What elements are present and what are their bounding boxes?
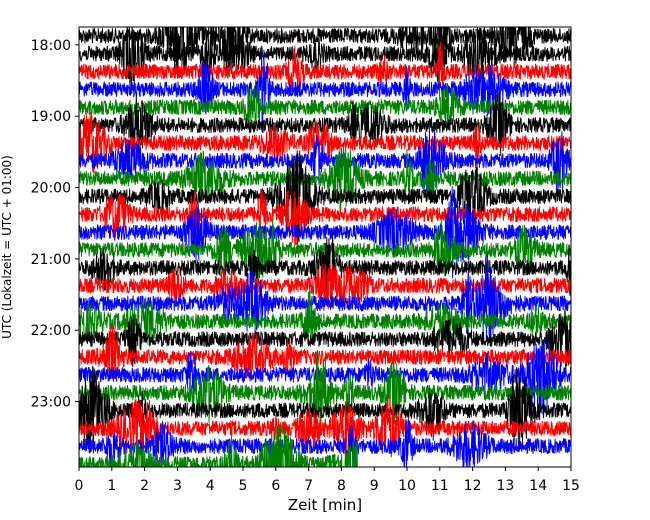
trace-2030: [79, 186, 571, 279]
y-tick-label: 23:00: [31, 395, 71, 411]
x-tick-label: 1: [107, 478, 116, 494]
x-tick-label: 0: [75, 478, 84, 494]
y-tick-label: 22:00: [31, 323, 71, 339]
trace-2330: [79, 418, 571, 467]
x-tick-label: 7: [304, 478, 313, 494]
x-tick-label: 14: [529, 478, 547, 494]
trace-group: [79, 27, 571, 467]
trace-2015: [79, 190, 571, 246]
x-tick-label: 13: [496, 478, 514, 494]
y-tick-label: 21:00: [31, 252, 71, 268]
y-tick-label: 19:00: [31, 109, 71, 125]
x-axis-label: Zeit [min]: [288, 496, 362, 514]
trace-1915: [79, 111, 571, 174]
x-tick-label: 11: [431, 478, 449, 494]
trace-2045: [79, 218, 571, 279]
plot-frame: [78, 26, 572, 468]
trace-1845: [79, 82, 571, 132]
y-tick-label: 20:00: [31, 181, 71, 197]
x-tick-label: 3: [173, 478, 182, 494]
x-tick-label: 9: [370, 478, 379, 494]
x-tick-label: 8: [337, 478, 346, 494]
trace-2215: [79, 325, 571, 380]
x-tick-label: 6: [271, 478, 280, 494]
trace-2300: [79, 365, 571, 454]
trace-1745: [79, 27, 571, 79]
x-tick-label: 12: [464, 478, 482, 494]
trace-2145: [79, 289, 571, 346]
trace-2200: [79, 308, 571, 372]
x-tick-label: 10: [398, 478, 416, 494]
x-tick-label: 5: [239, 478, 248, 494]
trace-2315: [79, 395, 571, 461]
trace-2130: [79, 254, 571, 342]
trace-1830: [79, 47, 571, 133]
y-axis-ticks: 18:00 19:00 20:00 21:00 22:00 23:00: [31, 38, 79, 411]
trace-1900: [79, 92, 571, 156]
trace-2245: [79, 350, 571, 432]
trace-1930: [79, 122, 571, 198]
y-axis-label: UTC (Lokalzeit = UTC + 01:00): [0, 155, 14, 339]
trace-1945: [79, 146, 571, 211]
trace-2345: [79, 423, 358, 467]
x-tick-label: 15: [562, 478, 580, 494]
y-tick-label: 18:00: [31, 38, 71, 54]
x-axis-ticks: 0 1 2 3 4 5 6 7 8 9 10 11 12 13 14 15: [75, 467, 580, 494]
x-tick-label: 4: [206, 478, 215, 494]
x-tick-label: 2: [140, 478, 149, 494]
